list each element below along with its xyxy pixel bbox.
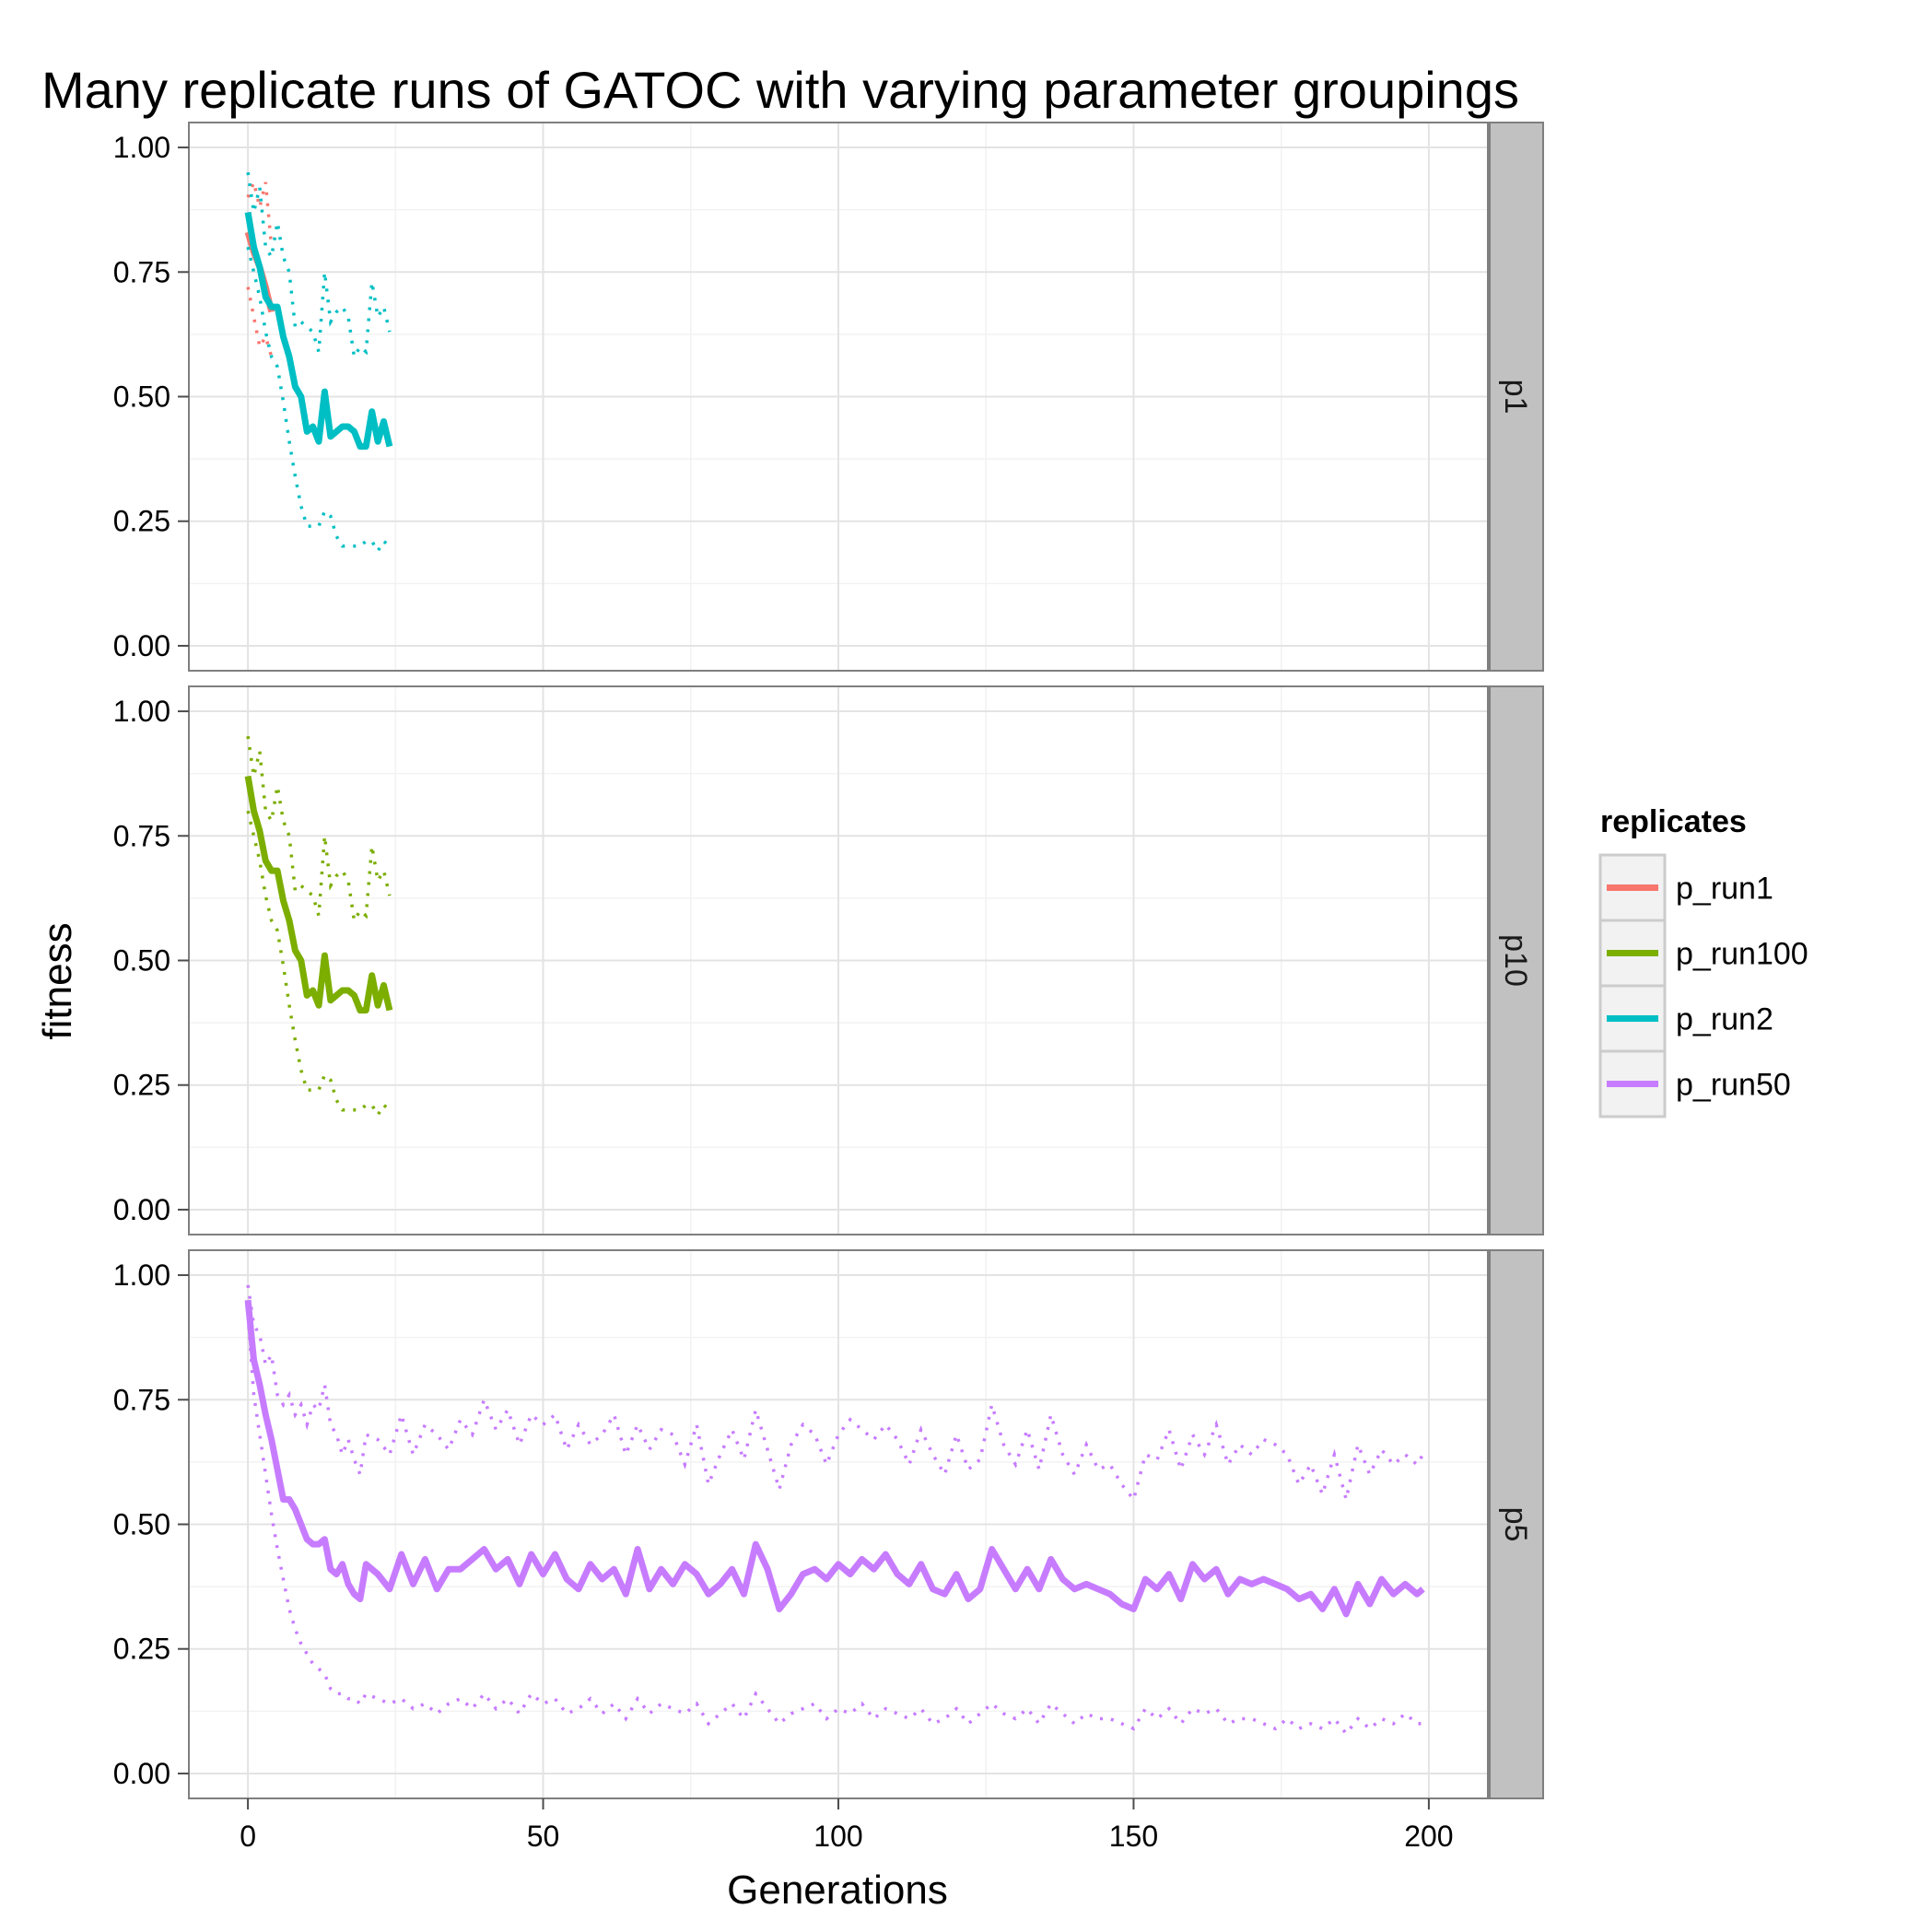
y-tick-label: 0.00 (113, 1193, 170, 1226)
series-line-upper (246, 177, 274, 248)
facet-strip-label: p10 (1498, 934, 1533, 987)
y-tick-label: 0.50 (113, 381, 170, 414)
series-line-mean (244, 1299, 1425, 1618)
y-tick-label: 1.00 (113, 1259, 170, 1292)
x-axis-title: Generations (727, 1868, 948, 1913)
y-tick-label: 0.25 (113, 505, 170, 538)
y-tick-label: 0.75 (113, 255, 170, 288)
y-tick-label: 0.00 (113, 1757, 170, 1790)
y-tick-label: 0.25 (113, 1069, 170, 1102)
y-tick-label: 0.25 (113, 1633, 170, 1666)
panel-p5: 0.00 0.25 0.50 0.75 1.00 p5 (113, 1249, 1544, 1799)
y-tick-label: 0.50 (113, 944, 170, 978)
series-line-upper (246, 1284, 1425, 1504)
legend-label: p_run2 (1676, 1002, 1773, 1037)
facet-strip (1489, 685, 1544, 1235)
facet-strip (1489, 1249, 1544, 1799)
x-tick-label: 50 (527, 1820, 560, 1853)
series-p_run100 (244, 735, 393, 1118)
x-tick-label: 200 (1404, 1820, 1453, 1853)
series-line-upper (246, 171, 392, 362)
y-axis-title: fitness (35, 922, 80, 1039)
y-tick-label: 1.00 (113, 695, 170, 728)
y-tick-label: 0.75 (113, 819, 170, 852)
x-tick-label: 100 (813, 1820, 862, 1853)
facet-strip (1489, 122, 1544, 672)
series-line-mean (244, 775, 393, 1014)
series-line-upper (246, 735, 392, 926)
facet-strip-label: p5 (1498, 1507, 1533, 1542)
chart-title: Many replicate runs of GATOC with varyin… (41, 61, 1519, 119)
x-axis: 0 50 100 150 200 (240, 1798, 1454, 1853)
legend-title: replicates (1600, 804, 1747, 839)
series-p_run2 (244, 171, 393, 555)
panel-p10: 0.00 0.25 0.50 0.75 1.00 p10 (113, 685, 1544, 1235)
series-line-mean (244, 211, 393, 451)
legend-item-p_run50: p_run50 (1598, 1049, 1791, 1118)
y-tick-label: 0.75 (113, 1383, 170, 1416)
x-tick-label: 150 (1109, 1820, 1158, 1853)
legend-items: p_run1 p_run100 p_run2 p_run50 (1598, 853, 1808, 1118)
series-p_run50 (244, 1284, 1425, 1737)
x-tick-label: 0 (240, 1820, 256, 1853)
series-line-lower (246, 810, 392, 1118)
legend-item-p_run2: p_run2 (1598, 984, 1773, 1053)
y-tick-label: 0.00 (113, 629, 170, 662)
y-tick-label: 0.50 (113, 1508, 170, 1541)
series-line-lower (246, 246, 392, 555)
legend-label: p_run1 (1676, 872, 1773, 907)
legend-label: p_run100 (1676, 937, 1808, 972)
series-line-lower (246, 287, 274, 357)
facet-strip-label: p1 (1498, 380, 1533, 415)
facet-panels: 0.00 0.25 0.50 0.75 1.00 p1 0.00 0.25 0.50 0.75 1.… (113, 122, 1544, 1799)
legend: replicates p_run1 p_run100 p_run2 p_run50 (1598, 804, 1808, 1118)
panel-p1: 0.00 0.25 0.50 0.75 1.00 p1 (113, 122, 1544, 672)
legend-item-p_run1: p_run1 (1598, 853, 1773, 922)
y-tick-label: 1.00 (113, 131, 170, 164)
legend-label: p_run50 (1676, 1068, 1791, 1103)
